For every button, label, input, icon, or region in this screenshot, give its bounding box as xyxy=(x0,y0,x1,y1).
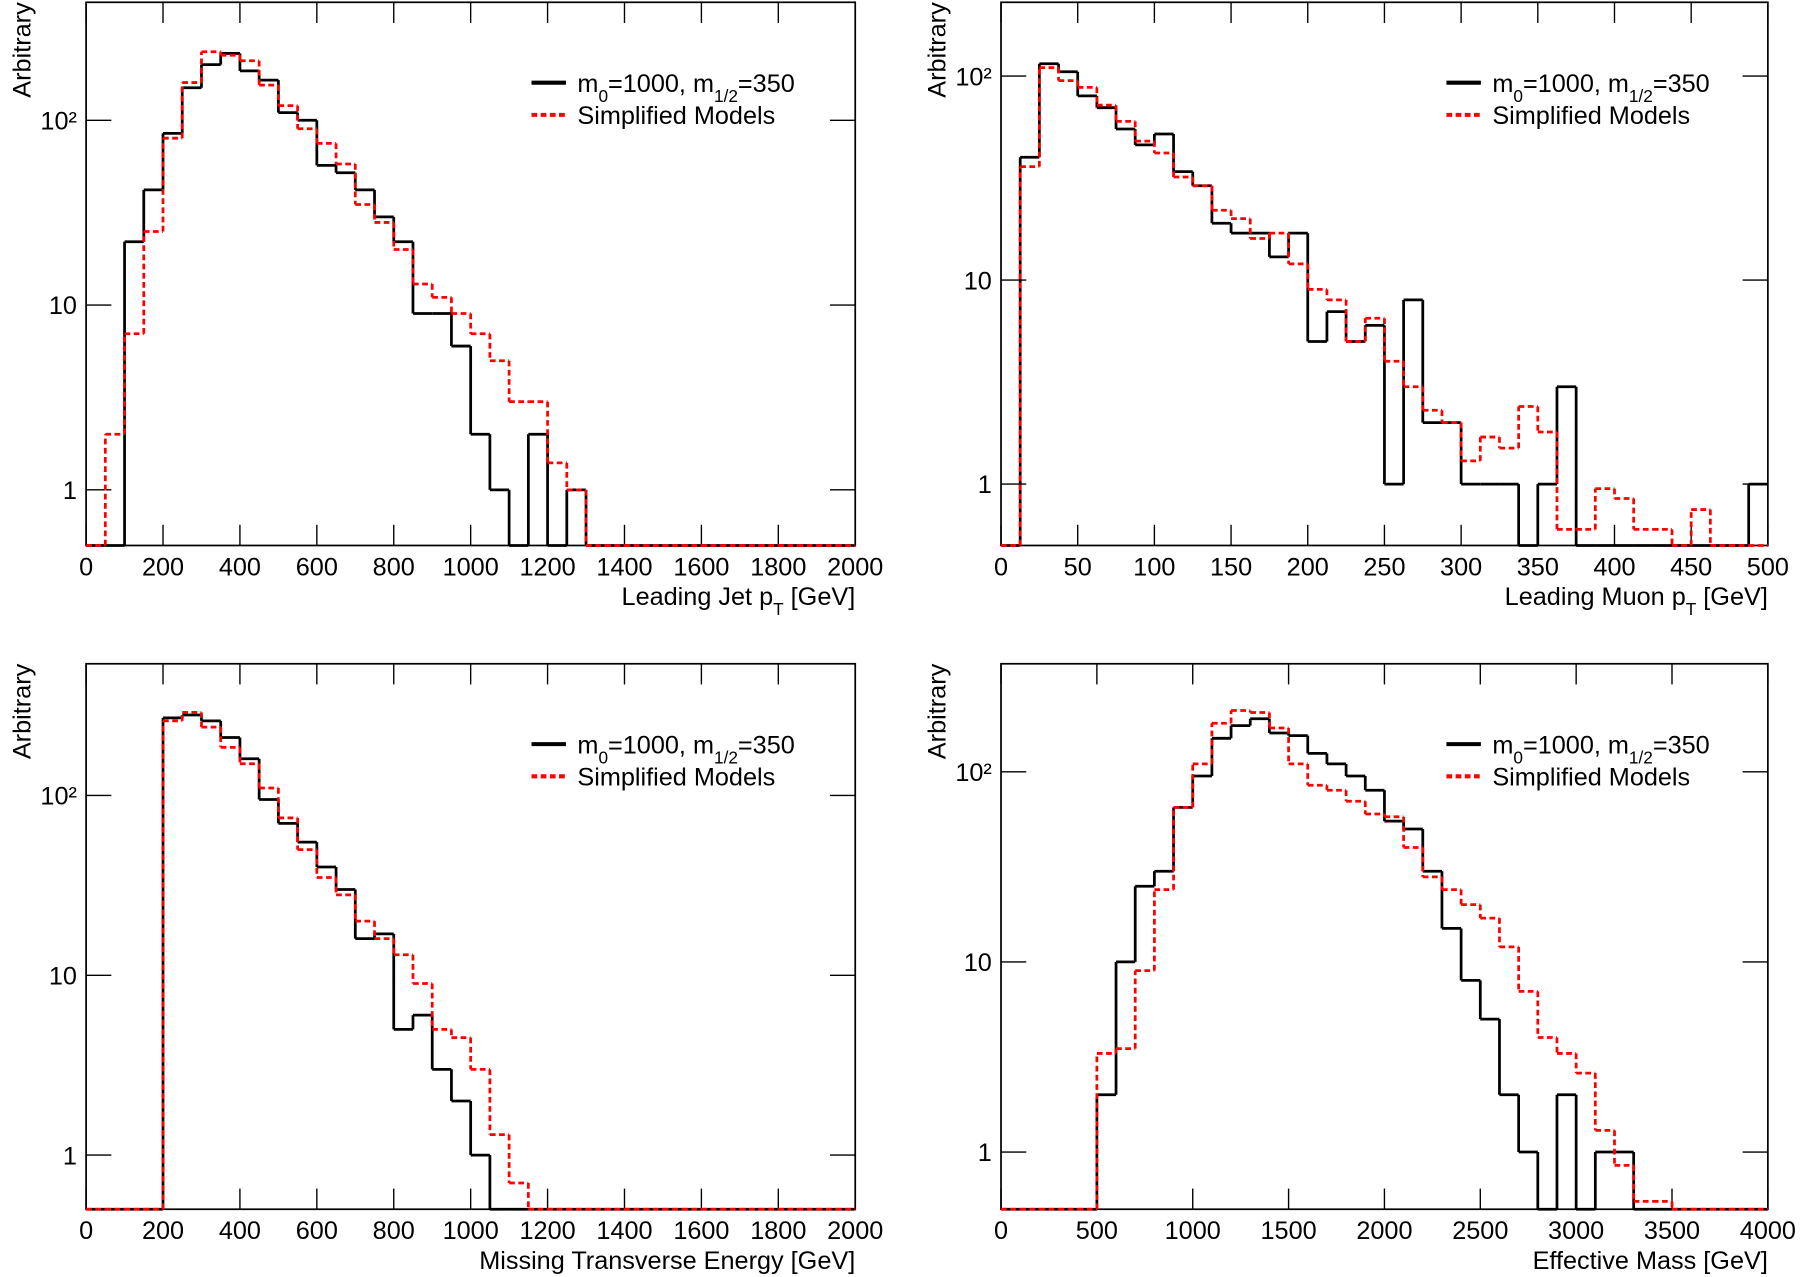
x-tick-label: 1600 xyxy=(673,1217,729,1245)
x-tick-label: 800 xyxy=(373,553,415,581)
x-tick-label: 400 xyxy=(219,553,261,581)
x-tick-label: 2000 xyxy=(1356,1217,1412,1245)
x-tick-label: 1500 xyxy=(1261,1217,1317,1245)
x-tick-label: 350 xyxy=(1517,553,1559,581)
x-tick-label: 1000 xyxy=(443,1217,499,1245)
x-tick-label: 1400 xyxy=(596,553,652,581)
x-tick-label: 0 xyxy=(79,553,93,581)
x-tick-label: 100 xyxy=(1133,553,1175,581)
x-tick-label: 150 xyxy=(1210,553,1252,581)
subscript: T xyxy=(773,599,784,619)
y-tick-label: 10² xyxy=(40,783,76,811)
x-tick-label: 1400 xyxy=(596,1217,652,1245)
text-part: m xyxy=(1492,70,1513,98)
x-tick-label: 1800 xyxy=(750,1217,806,1245)
text-part: Missing Transverse Energy [GeV] xyxy=(479,1247,855,1275)
y-tick-label: 10² xyxy=(955,63,991,91)
y-tick-label: 10 xyxy=(49,292,77,320)
y-tick-label: 1 xyxy=(63,1142,77,1170)
text-part: =350 xyxy=(738,70,795,98)
text-part: [GeV] xyxy=(784,583,856,611)
x-axis-label: Leading Muon pT [GeV] xyxy=(1505,583,1768,619)
legend-label: Simplified Models xyxy=(1492,763,1690,791)
x-tick-label: 600 xyxy=(296,1217,338,1245)
x-axis-label: Missing Transverse Energy [GeV] xyxy=(479,1247,855,1275)
text-part: =350 xyxy=(738,731,795,759)
y-tick-label: 10 xyxy=(49,962,77,990)
text-part: =1000, m xyxy=(1523,731,1629,759)
x-tick-label: 200 xyxy=(142,1217,184,1245)
x-tick-label: 4000 xyxy=(1740,1217,1796,1245)
x-tick-label: 600 xyxy=(296,553,338,581)
x-tick-label: 400 xyxy=(1593,553,1635,581)
x-tick-label: 50 xyxy=(1064,553,1092,581)
legend-label: Simplified Models xyxy=(1492,102,1690,130)
legend-label: m0=1000, m1/2=350 xyxy=(577,731,794,767)
x-tick-label: 450 xyxy=(1670,553,1712,581)
text-part: =1000, m xyxy=(608,70,714,98)
subscript: 0 xyxy=(1513,747,1523,767)
text-part: m xyxy=(1492,731,1513,759)
x-tick-label: 200 xyxy=(1287,553,1329,581)
legend-label: m0=1000, m1/2=350 xyxy=(1492,731,1709,767)
y-tick-label: 10 xyxy=(964,267,992,295)
x-tick-label: 400 xyxy=(219,1217,261,1245)
subscript: 1/2 xyxy=(714,86,738,106)
x-tick-label: 3000 xyxy=(1548,1217,1604,1245)
x-axis-label: Effective Mass [GeV] xyxy=(1533,1247,1768,1275)
subscript: 0 xyxy=(598,86,608,106)
text-part: =350 xyxy=(1653,731,1710,759)
text-part: m xyxy=(577,731,598,759)
subscript: 0 xyxy=(598,747,608,767)
text-part: =1000, m xyxy=(1523,70,1629,98)
legend-label: m0=1000, m1/2=350 xyxy=(577,70,794,106)
x-tick-label: 1600 xyxy=(673,553,729,581)
legend-label: Simplified Models xyxy=(577,102,775,130)
x-tick-label: 2500 xyxy=(1452,1217,1508,1245)
y-axis-label: Arbitrary xyxy=(9,663,37,759)
x-tick-label: 800 xyxy=(373,1217,415,1245)
subscript: 1/2 xyxy=(1629,747,1653,767)
text-part: m xyxy=(577,70,598,98)
subscript: T xyxy=(1686,599,1697,619)
y-tick-label: 10² xyxy=(955,759,991,787)
y-tick-label: 1 xyxy=(978,1139,992,1167)
legend-label: Simplified Models xyxy=(577,763,775,791)
y-tick-label: 10² xyxy=(40,107,76,135)
legend-label: m0=1000, m1/2=350 xyxy=(1492,70,1709,106)
text-part: Effective Mass [GeV] xyxy=(1533,1247,1768,1275)
x-tick-label: 1000 xyxy=(443,553,499,581)
x-tick-label: 1200 xyxy=(519,553,575,581)
subscript: 0 xyxy=(1513,86,1523,106)
x-axis-label: Leading Jet pT [GeV] xyxy=(622,583,856,619)
subscript: 1/2 xyxy=(714,747,738,767)
x-tick-label: 2000 xyxy=(827,1217,883,1245)
y-axis-label: Arbitrary xyxy=(924,663,952,759)
text-part: =350 xyxy=(1653,70,1710,98)
y-tick-label: 1 xyxy=(978,471,992,499)
x-tick-label: 200 xyxy=(142,553,184,581)
y-axis-label: Arbitrary xyxy=(9,2,37,98)
x-tick-label: 0 xyxy=(994,1217,1008,1245)
x-tick-label: 300 xyxy=(1440,553,1482,581)
x-tick-label: 2000 xyxy=(827,553,883,581)
text-part: Leading Muon p xyxy=(1505,583,1686,611)
x-tick-label: 3500 xyxy=(1644,1217,1700,1245)
y-tick-label: 10 xyxy=(964,949,992,977)
text-part: [GeV] xyxy=(1696,583,1768,611)
x-tick-label: 0 xyxy=(79,1217,93,1245)
x-tick-label: 1200 xyxy=(519,1217,575,1245)
x-tick-label: 1000 xyxy=(1165,1217,1221,1245)
text-part: Leading Jet p xyxy=(622,583,774,611)
y-axis-label: Arbitrary xyxy=(924,2,952,98)
x-tick-label: 500 xyxy=(1076,1217,1118,1245)
x-tick-label: 1800 xyxy=(750,553,806,581)
subscript: 1/2 xyxy=(1629,86,1653,106)
x-tick-label: 250 xyxy=(1363,553,1405,581)
x-tick-label: 0 xyxy=(994,553,1008,581)
y-tick-label: 1 xyxy=(63,477,77,505)
x-tick-label: 500 xyxy=(1747,553,1789,581)
text-part: =1000, m xyxy=(608,731,714,759)
